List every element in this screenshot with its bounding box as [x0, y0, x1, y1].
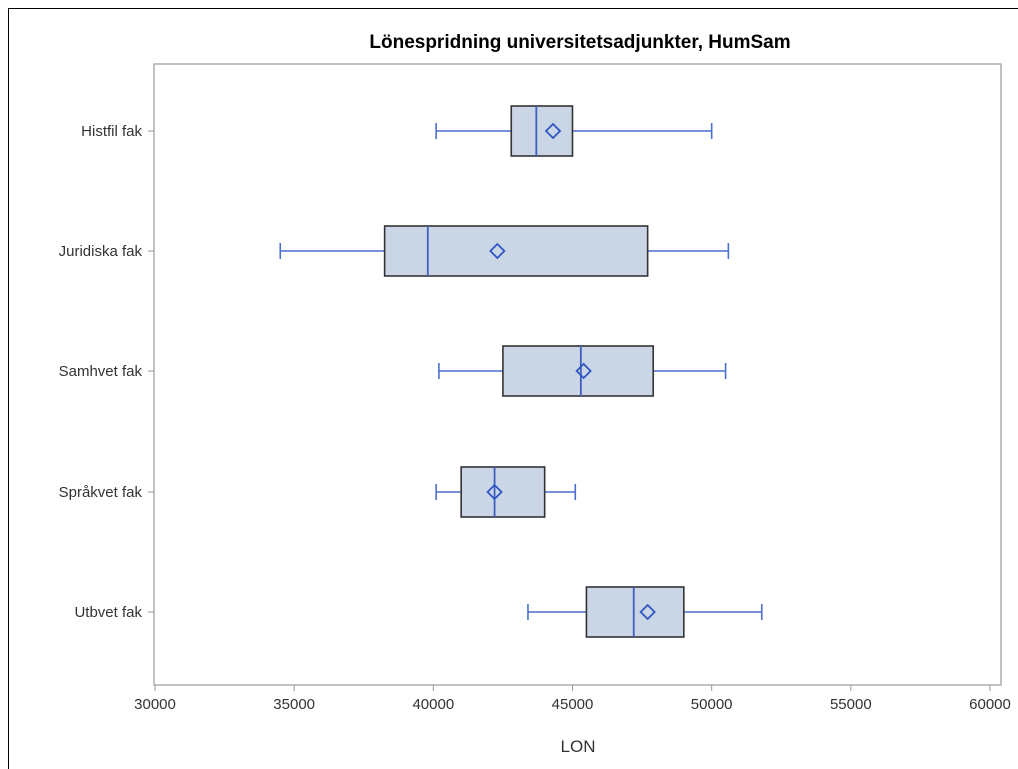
box-group — [527, 586, 763, 638]
x-tick-label: 40000 — [412, 696, 454, 713]
x-axis: 30000 35000 40000 45000 50000 55000 60000 — [134, 685, 1011, 713]
x-tick-label: 30000 — [134, 696, 176, 713]
boxes-layer — [279, 105, 763, 638]
y-category-label: Samhvet fak — [59, 363, 143, 380]
mean-marker — [639, 603, 656, 621]
box-iqr — [502, 345, 655, 397]
y-category-label: Histfil fak — [81, 123, 142, 140]
box-group — [279, 225, 730, 277]
box-group — [438, 345, 727, 397]
x-tick-label: 50000 — [691, 696, 733, 713]
mean-marker — [544, 122, 562, 140]
x-axis-label: LON — [561, 737, 596, 756]
y-category-label: Språkvet fak — [59, 484, 143, 501]
y-category-label: Utbvet fak — [74, 604, 142, 621]
mean-marker — [486, 483, 503, 501]
box-group — [435, 466, 577, 518]
box-iqr — [460, 466, 546, 518]
x-tick-label: 55000 — [830, 696, 872, 713]
x-tick-label: 35000 — [273, 696, 315, 713]
x-tick-label: 45000 — [552, 696, 594, 713]
box-iqr — [585, 586, 685, 638]
mean-marker — [575, 362, 592, 380]
box-iqr — [510, 105, 574, 157]
y-axis: Histfil fak Juridiska fak Samhvet fak Språk… — [59, 123, 154, 621]
mean-marker — [489, 242, 506, 260]
x-tick-label: 60000 — [969, 696, 1011, 713]
chart-title: Lönespridning universitetsadjunkter, Hum… — [369, 32, 790, 53]
box-iqr — [383, 225, 649, 277]
box-group — [435, 105, 713, 157]
y-category-label: Juridiska fak — [59, 243, 143, 260]
